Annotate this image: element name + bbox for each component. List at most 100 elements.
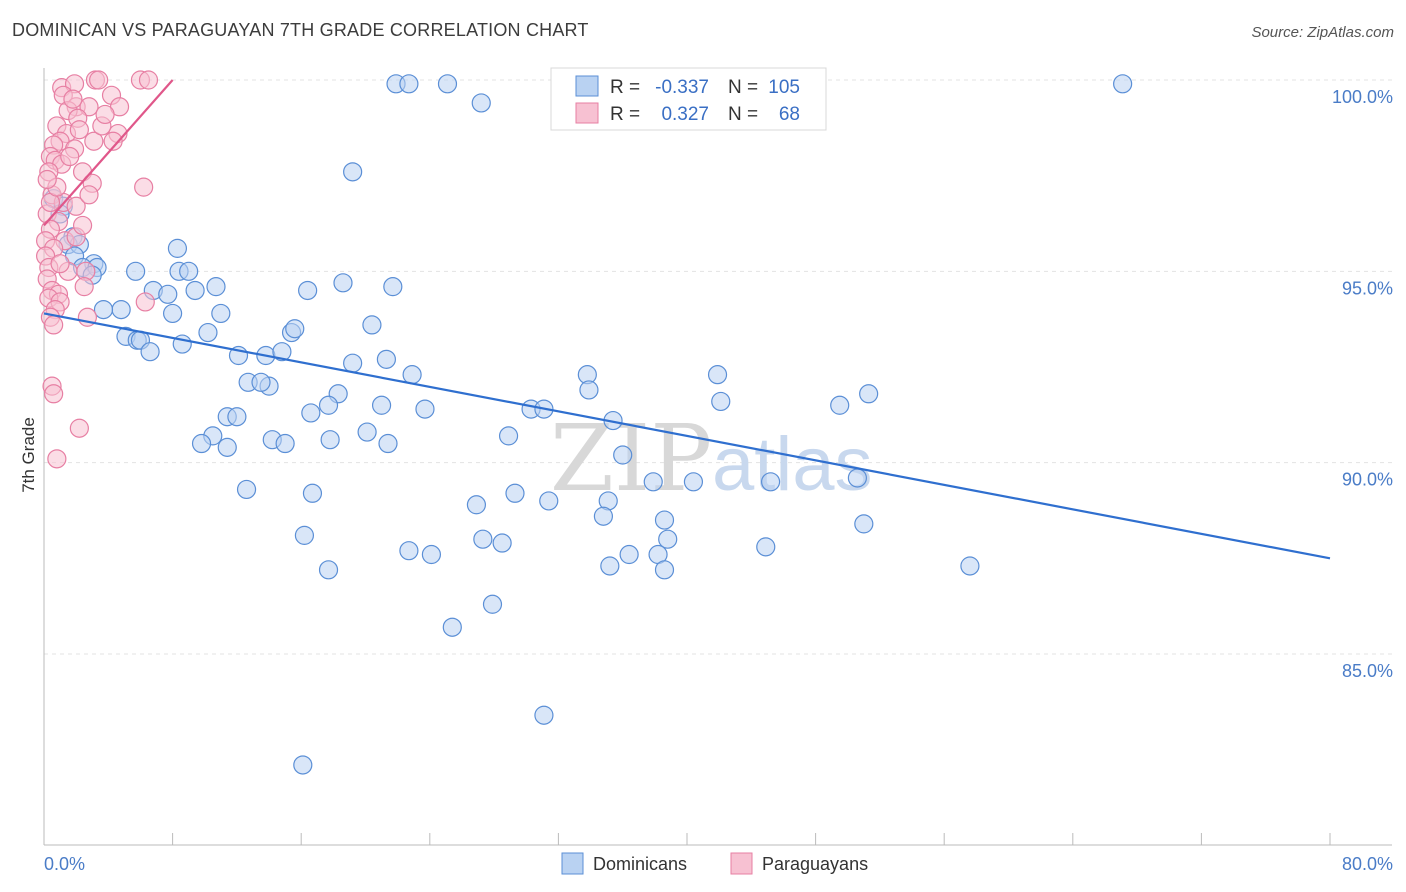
x-tick-label-0: 0.0% (44, 854, 85, 874)
dominican-point-58 (378, 433, 398, 454)
dominican-point-81 (399, 541, 419, 561)
y-tick-label-3: 85.0% (1342, 661, 1393, 681)
dominican-point-59 (498, 426, 519, 446)
dominican-point-87 (442, 617, 462, 637)
dominican-point-43 (362, 315, 382, 335)
dominican-point-21 (163, 303, 183, 324)
dominican-point-74 (593, 506, 614, 526)
dominican-point-82 (318, 560, 339, 580)
dominican-point-17 (206, 277, 226, 297)
bottom-legend: Dominicans Paraguayans (561, 852, 868, 875)
dominican-point-53 (217, 437, 237, 457)
dominican-point-80 (421, 544, 442, 565)
dominican-point-91 (654, 510, 675, 530)
dominican-point-13 (179, 261, 199, 281)
dominican-point-41 (343, 353, 363, 373)
legend-r-value-2: 0.327 (661, 104, 709, 125)
watermark-atlas: atlas (712, 422, 873, 507)
dominican-point-103 (437, 74, 458, 94)
dominican-point-95 (619, 544, 639, 565)
dominican-point-86 (482, 594, 503, 614)
dominican-point-47 (318, 395, 339, 415)
paraguayan-point-63 (37, 169, 57, 190)
legend-n-value-1: 105 (768, 77, 800, 98)
paraguayan-point-46 (74, 277, 94, 297)
legend-n-label-2: N = (728, 104, 758, 125)
dominican-point-27 (140, 342, 160, 362)
dominican-point-36 (285, 319, 305, 339)
dominican-point-68 (830, 395, 850, 415)
y-tick-label-1: 95.0% (1342, 278, 1393, 298)
dominican-point-85 (236, 479, 257, 500)
dominican-point-96 (600, 556, 620, 576)
paraguayan-point-55 (69, 418, 89, 438)
y-axis-title: 7th Grade (19, 417, 38, 493)
dominican-point-65 (613, 445, 633, 465)
dominican-point-67 (711, 391, 731, 412)
paraguayan-point-28 (134, 177, 154, 197)
dominican-point-94 (654, 560, 675, 580)
dominican-point-69 (859, 384, 879, 404)
dominican-point-104 (471, 93, 491, 113)
dominican-point-72 (683, 472, 704, 492)
dominican-point-98 (854, 514, 874, 534)
dominican-point-90 (643, 472, 663, 492)
dominican-point-97 (756, 537, 776, 557)
dominican-point-34 (272, 342, 292, 362)
paraguayan-point-60 (79, 185, 99, 205)
dominican-point-100 (343, 162, 363, 182)
paraguayan-point-64 (50, 254, 70, 274)
source-credit: Source: ZipAtlas.com (1251, 24, 1394, 41)
dominican-point-16 (158, 284, 178, 304)
paraguayan-point-54 (44, 384, 64, 404)
dominican-point-38 (333, 273, 353, 293)
chart-title: DOMINICAN VS PARAGUAYAN 7TH GRADE CORREL… (12, 20, 589, 40)
dominican-point-79 (492, 533, 512, 553)
axes (43, 68, 1392, 846)
dominican-trend-line (43, 312, 1331, 560)
legend-box: R = -0.337 N = 105 R = 0.327 N = 68 (550, 67, 827, 131)
dominican-point-66 (707, 365, 728, 385)
dominican-point-84 (302, 483, 323, 503)
paraguayan-point-8 (79, 97, 99, 117)
legend-n-label-1: N = (728, 77, 758, 98)
paraguayan-point-5 (138, 70, 159, 90)
dominican-point-22 (211, 303, 231, 324)
dominican-point-71 (760, 472, 781, 492)
series-paraguayans-points (36, 70, 159, 469)
dominican-point-102 (399, 74, 419, 94)
dominican-point-105 (1113, 74, 1133, 94)
dominican-point-63 (579, 380, 599, 400)
dominican-point-76 (505, 483, 525, 503)
paraguayan-point-3 (89, 70, 109, 90)
dominican-point-20 (93, 300, 114, 320)
dominican-point-56 (320, 430, 340, 450)
dominican-point-11 (126, 261, 146, 281)
dominican-point-99 (960, 556, 980, 576)
dominican-point-89 (293, 755, 313, 775)
paraguayan-point-56 (47, 449, 67, 469)
dominican-point-77 (466, 495, 487, 515)
paraguayan-point-62 (63, 89, 83, 109)
dominican-point-78 (473, 529, 493, 549)
paraguayan-point-15 (69, 120, 89, 140)
dominican-point-39 (383, 277, 403, 297)
dominican-point-18 (185, 280, 205, 301)
paraguayan-point-67 (95, 104, 115, 125)
paraguayan-point-17 (103, 131, 123, 151)
bottom-legend-swatch-pink (730, 852, 753, 875)
dominican-point-50 (227, 407, 247, 427)
dominican-point-44 (415, 399, 435, 419)
y-tick-label-0: 100.0% (1332, 87, 1393, 107)
trend-lines (43, 79, 1331, 560)
dominican-point-42 (402, 365, 422, 385)
legend-n-value-2: 68 (779, 104, 800, 125)
legend-swatch-pink (575, 102, 599, 124)
dominican-point-40 (376, 349, 396, 369)
dominican-point-92 (658, 529, 678, 549)
paraguayan-point-66 (44, 315, 64, 335)
series-dominicans-points (44, 74, 1133, 775)
dominican-point-55 (275, 433, 295, 454)
bottom-legend-paraguayans: Paraguayans (762, 854, 868, 874)
